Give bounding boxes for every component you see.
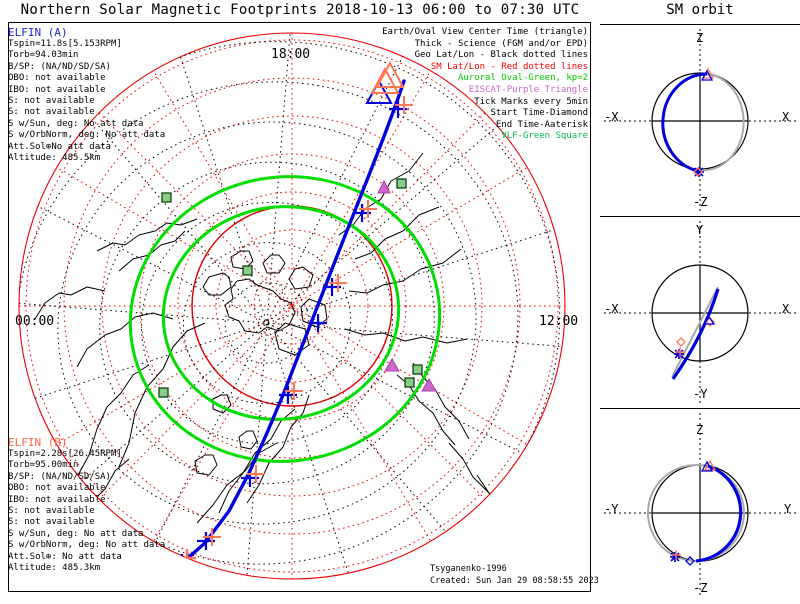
sm-xy-axis-x: X [782, 302, 790, 316]
spacecraft-b-line-4: IBO: not available [8, 494, 106, 505]
legend-item-1: Thick - Science (FGM and/or EPD) [414, 38, 588, 49]
auroral-oval-outer [128, 175, 442, 463]
spacecraft-b-name: ELFIN (B) [8, 436, 68, 449]
legend-item-4: Auroral Oval-Green, kp=2 [457, 73, 588, 84]
sm-xy-axis-negx: -X [604, 302, 619, 316]
spacecraft-a-line-5: S: not available [8, 96, 95, 107]
sm-orbit-panel-yz: Z -Y Y -Z [600, 408, 800, 600]
spacecraft-a-line-4: IBO: not available [8, 84, 106, 95]
credit-block: Tsyganenko-1996 Created: Sun Jan 29 08:5… [430, 563, 599, 587]
clock-label-top: 18:00 [271, 47, 311, 62]
sm-xz-axis-negx: -X [604, 110, 619, 124]
spacecraft-a-line-6: S: not available [8, 107, 95, 118]
created-stamp: Created: Sun Jan 29 08:58:55 2023 [430, 576, 599, 586]
polar-map-panel: 18:00 00:00 12:00 06:00 [8, 22, 591, 592]
legend-item-0: Earth/Oval View Center Time (triangle) [382, 27, 588, 37]
spacecraft-a-line-2: B/SP: (NA/ND/SD/SA) [8, 61, 111, 72]
sm-orbit-title: SM orbit [666, 2, 734, 18]
legend-item-7: Start Time-Diamond [490, 108, 588, 119]
legend-item-2: Geo Lat/Lon - Black dotted lines [414, 50, 588, 61]
spacecraft-b-line-2: B/SP: (NA/ND/SD/SA) [8, 471, 111, 482]
page-title: Northern Solar Magnetic Footprints 2018-… [20, 2, 580, 18]
spacecraft-a-line-8: S w/OrbNorm, deg: No att data [8, 130, 166, 141]
spacecraft-b-line-10: Altitude: 485.3km [8, 563, 101, 574]
sm-yz-svg [604, 413, 796, 596]
spacecraft-b-line-3: OBO: not available [8, 483, 106, 494]
clock-label-right: 12:00 [539, 314, 579, 329]
vlf-stations [158, 178, 423, 398]
sm-xz-axis-z: Z [696, 31, 704, 45]
spacecraft-a-info: ELFIN (A) Tspin=11.8s[5.153RPM] Torb=94.… [8, 26, 165, 164]
sm-yz-axis-negy: -Y [604, 502, 619, 516]
sm-xy-axis-negy: -Y [693, 387, 708, 401]
legend-item-5: EISCAT-Purple Triangle [468, 84, 588, 95]
sm-xy-axis-y: Y [696, 223, 704, 237]
sm-xz-axis-x: X [782, 110, 790, 124]
spacecraft-b-line-8: S w/OrbNorm, deg: No att data [8, 540, 166, 551]
legend-item-6: Tick Marks every 5min [474, 96, 588, 107]
spacecraft-a-line-10: Altitude: 485.5km [8, 153, 101, 164]
legend-item-9: VLF-Green Square [501, 131, 588, 142]
polar-map-svg [18, 32, 566, 580]
legend-item-3: SM Lat/Lon - Red dotted lines [430, 61, 588, 72]
spacecraft-b-line-6: S: not available [8, 517, 95, 528]
sm-orbit-panel-xz: Z -X X -Z [600, 24, 800, 216]
orbit-tick-marks [197, 96, 413, 550]
spacecraft-b-line-9: Att.Sol⊕: No att data [8, 551, 122, 562]
spacecraft-b-line-7: S w/Sun, deg: No att data [8, 528, 144, 539]
model-name: Tsyganenko-1996 [430, 564, 507, 574]
sm-yz-axis-y: Y [784, 502, 792, 516]
spacecraft-b-line-0: Tspin=2.28s[26.45RPM] [8, 449, 122, 459]
eiscat-sites [377, 179, 437, 392]
sm-orbit-panel-xy: Y -X X -Y [600, 216, 800, 408]
sm-xz-svg [604, 29, 796, 212]
view-center-time-markers [365, 60, 405, 104]
spacecraft-b-info: ELFIN (B) Tspin=2.28s[26.45RPM] Torb=95.… [8, 436, 165, 574]
spacecraft-a-line-0: Tspin=11.8s[5.153RPM] [8, 39, 122, 49]
clock-label-left: 00:00 [15, 314, 55, 329]
spacecraft-a-line-1: Torb=94.03min [8, 50, 79, 61]
spacecraft-b-line-1: Torb=95.00min [8, 460, 79, 471]
spacecraft-b-line-5: S: not available [8, 506, 95, 517]
spacecraft-a-name: ELFIN (A) [8, 26, 68, 39]
spacecraft-a-line-9: Att.Sol⊕No att data [8, 141, 111, 152]
sm-meridians [19, 33, 565, 579]
auroral-oval-inner [161, 205, 401, 421]
spacecraft-a-line-7: S w/Sun, deg: No att data [8, 118, 144, 129]
legend-item-8: End Time-Aaterisk [495, 119, 588, 130]
sm-yz-axis-z: Z [696, 423, 704, 437]
sm-xz-axis-negz: -Z [693, 195, 708, 209]
spacecraft-a-line-3: OBO: not available [8, 73, 106, 84]
legend: Earth/Oval View Center Time (triangle) T… [350, 27, 588, 143]
sm-xy-svg [604, 221, 796, 404]
sm-yz-axis-negz: -Z [693, 581, 708, 595]
